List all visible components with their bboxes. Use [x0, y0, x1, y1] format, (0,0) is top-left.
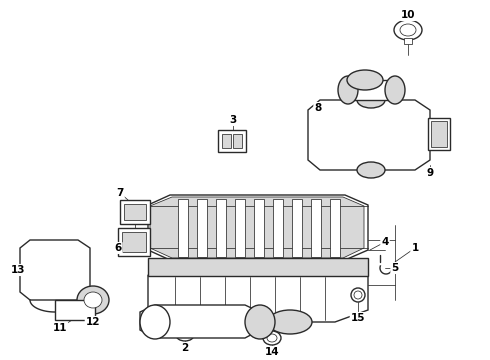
- Ellipse shape: [77, 286, 109, 314]
- Ellipse shape: [357, 92, 385, 108]
- Text: 13: 13: [11, 265, 25, 275]
- Polygon shape: [308, 100, 430, 170]
- Bar: [222, 134, 231, 148]
- Ellipse shape: [245, 305, 275, 339]
- Text: 11: 11: [53, 323, 67, 333]
- Polygon shape: [150, 197, 364, 258]
- Text: 5: 5: [392, 263, 399, 273]
- Bar: [428, 118, 450, 150]
- Ellipse shape: [347, 70, 383, 90]
- Polygon shape: [140, 305, 260, 338]
- Ellipse shape: [263, 331, 281, 345]
- Bar: [118, 228, 150, 256]
- Bar: [124, 204, 146, 220]
- Ellipse shape: [400, 24, 416, 36]
- Ellipse shape: [354, 291, 362, 299]
- Polygon shape: [348, 80, 395, 100]
- Text: 4: 4: [381, 237, 389, 247]
- Ellipse shape: [84, 292, 102, 308]
- Ellipse shape: [357, 162, 385, 178]
- Polygon shape: [178, 199, 188, 257]
- Bar: [120, 200, 150, 224]
- Text: 10: 10: [401, 10, 415, 20]
- Ellipse shape: [268, 310, 312, 334]
- Ellipse shape: [140, 305, 170, 339]
- Text: 2: 2: [181, 343, 189, 353]
- Bar: [431, 121, 447, 147]
- Bar: [55, 300, 95, 320]
- Bar: [233, 134, 242, 148]
- Bar: [148, 258, 368, 276]
- Ellipse shape: [338, 76, 358, 104]
- Text: 7: 7: [116, 188, 123, 198]
- Polygon shape: [235, 199, 245, 257]
- Text: 9: 9: [426, 168, 434, 178]
- Text: 8: 8: [315, 103, 321, 113]
- Bar: [218, 130, 246, 152]
- Polygon shape: [273, 199, 283, 257]
- Polygon shape: [148, 232, 150, 256]
- Polygon shape: [254, 199, 264, 257]
- Bar: [122, 232, 146, 252]
- Polygon shape: [197, 199, 207, 257]
- Ellipse shape: [176, 329, 194, 341]
- Text: 15: 15: [351, 313, 365, 323]
- Text: 3: 3: [229, 115, 237, 125]
- Polygon shape: [216, 199, 226, 257]
- Polygon shape: [311, 199, 321, 257]
- Text: 6: 6: [114, 243, 122, 253]
- Text: 1: 1: [412, 243, 418, 253]
- Ellipse shape: [351, 288, 365, 302]
- Text: 12: 12: [86, 317, 100, 327]
- Ellipse shape: [267, 334, 277, 342]
- Polygon shape: [148, 195, 368, 260]
- Ellipse shape: [385, 76, 405, 104]
- Text: 14: 14: [265, 347, 279, 357]
- Polygon shape: [20, 240, 90, 300]
- Polygon shape: [330, 199, 340, 257]
- Polygon shape: [292, 199, 302, 257]
- Ellipse shape: [394, 20, 422, 40]
- Polygon shape: [148, 275, 368, 322]
- Bar: [404, 38, 412, 44]
